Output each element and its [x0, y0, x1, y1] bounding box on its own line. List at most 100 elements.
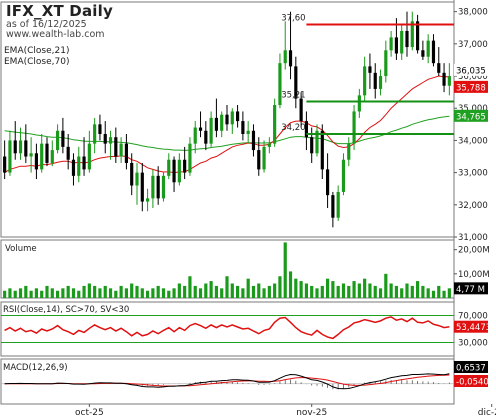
candle-body: [447, 76, 451, 86]
price-tag-red-box: [454, 80, 488, 93]
volume-bar: [45, 285, 49, 298]
price-tag-black: 36,035: [456, 66, 486, 76]
volume-bar: [447, 288, 451, 298]
volume-bar: [384, 273, 388, 298]
volume-bar: [214, 285, 218, 298]
volume-bar: [220, 288, 224, 298]
candle-body: [87, 143, 91, 170]
candle-body: [431, 40, 436, 64]
candle-body: [426, 40, 430, 57]
volume-bar: [241, 288, 245, 298]
x-tick-label: oct-25: [75, 408, 104, 418]
as-of-date: as of 16/12/2025: [6, 19, 87, 30]
candle-body: [326, 169, 330, 196]
volume-bar: [442, 290, 446, 298]
volume-bar: [394, 285, 398, 298]
volume-bar: [98, 288, 102, 298]
candle-body: [389, 37, 393, 51]
volume-bar: [167, 290, 171, 298]
volume-bar: [188, 276, 192, 298]
volume-bar: [331, 281, 335, 298]
macd-last-tag-box: [454, 361, 488, 373]
candle-body: [3, 156, 7, 173]
candle-body: [151, 175, 155, 199]
price-tick-label: 32,000: [458, 201, 488, 211]
x-tick-label: dic-25: [478, 408, 496, 418]
candle-body: [71, 159, 76, 176]
candle-body: [437, 63, 441, 73]
candle-body: [368, 66, 372, 73]
candle-body: [278, 63, 282, 106]
candle-body: [103, 133, 107, 144]
volume-bar: [24, 285, 28, 298]
candle-body: [410, 21, 414, 48]
candle-body: [93, 124, 97, 144]
candle-body: [273, 105, 277, 144]
candle-body: [130, 162, 134, 186]
candle-body: [405, 30, 409, 48]
candle-body: [167, 159, 171, 176]
candle-body: [267, 143, 271, 147]
candle-body: [357, 95, 361, 112]
candle-body: [8, 140, 12, 173]
volume-bar: [124, 288, 128, 298]
candle-body: [384, 50, 388, 77]
rsi-panel-frame: [0, 301, 455, 357]
candle-body: [61, 130, 65, 147]
volume-bar: [18, 288, 23, 298]
volume-bar: [87, 283, 91, 298]
candle-body: [310, 137, 314, 154]
candle-body: [262, 146, 266, 170]
price-tag-black-box: [454, 63, 488, 76]
volume-bar: [373, 285, 377, 298]
candle-body: [119, 143, 123, 157]
candle-body: [18, 140, 23, 154]
volume-bar: [140, 288, 144, 298]
volume-bar: [410, 285, 414, 298]
volume-bar: [336, 285, 340, 298]
candle-body: [40, 143, 44, 170]
candle-body: [66, 146, 70, 160]
volume-bar: [421, 285, 425, 298]
volume-bar: [204, 283, 208, 298]
price-tick-label: 31,000: [458, 233, 488, 243]
candle-body: [45, 143, 49, 163]
volume-bar: [3, 290, 7, 298]
volume-bar: [400, 288, 404, 298]
rsi-last-tag: 53,4473: [456, 323, 491, 333]
volume-bar: [71, 288, 76, 298]
volume-bar: [251, 285, 256, 298]
candle-body: [299, 98, 303, 122]
volume-bar: [114, 290, 118, 298]
volume-bar: [378, 288, 383, 298]
rsi-title: RSI(Close,14), SC>70, SV<30: [3, 305, 129, 315]
candle-body: [77, 156, 81, 176]
volume-bar: [262, 288, 266, 298]
candle-body: [204, 130, 208, 144]
volume-bar: [357, 283, 361, 298]
candle-body: [188, 143, 192, 173]
candle-body: [373, 72, 377, 89]
macd-last-tag: 0,6537: [456, 364, 486, 374]
candle-body: [156, 175, 160, 199]
candle-body: [416, 21, 420, 51]
volume-last-tag: 4,77 M: [456, 285, 485, 295]
volume-bar: [257, 283, 261, 298]
volume-bar: [135, 285, 139, 298]
volume-bar: [183, 285, 187, 298]
volume-bar: [146, 290, 150, 298]
candle-body: [34, 153, 38, 170]
volume-bar: [416, 281, 420, 298]
level-label: 37,60: [281, 14, 305, 24]
price-tag-green: 34,765: [456, 112, 486, 122]
volume-bar: [50, 288, 54, 298]
volume-bar: [198, 288, 203, 298]
candle-body: [56, 130, 60, 151]
candle-body: [108, 137, 113, 144]
volume-bar: [283, 242, 287, 298]
candle-body: [352, 111, 356, 144]
price-tag-red: 35,788: [456, 83, 486, 93]
volume-bar: [151, 288, 155, 298]
candle-body: [257, 150, 261, 170]
